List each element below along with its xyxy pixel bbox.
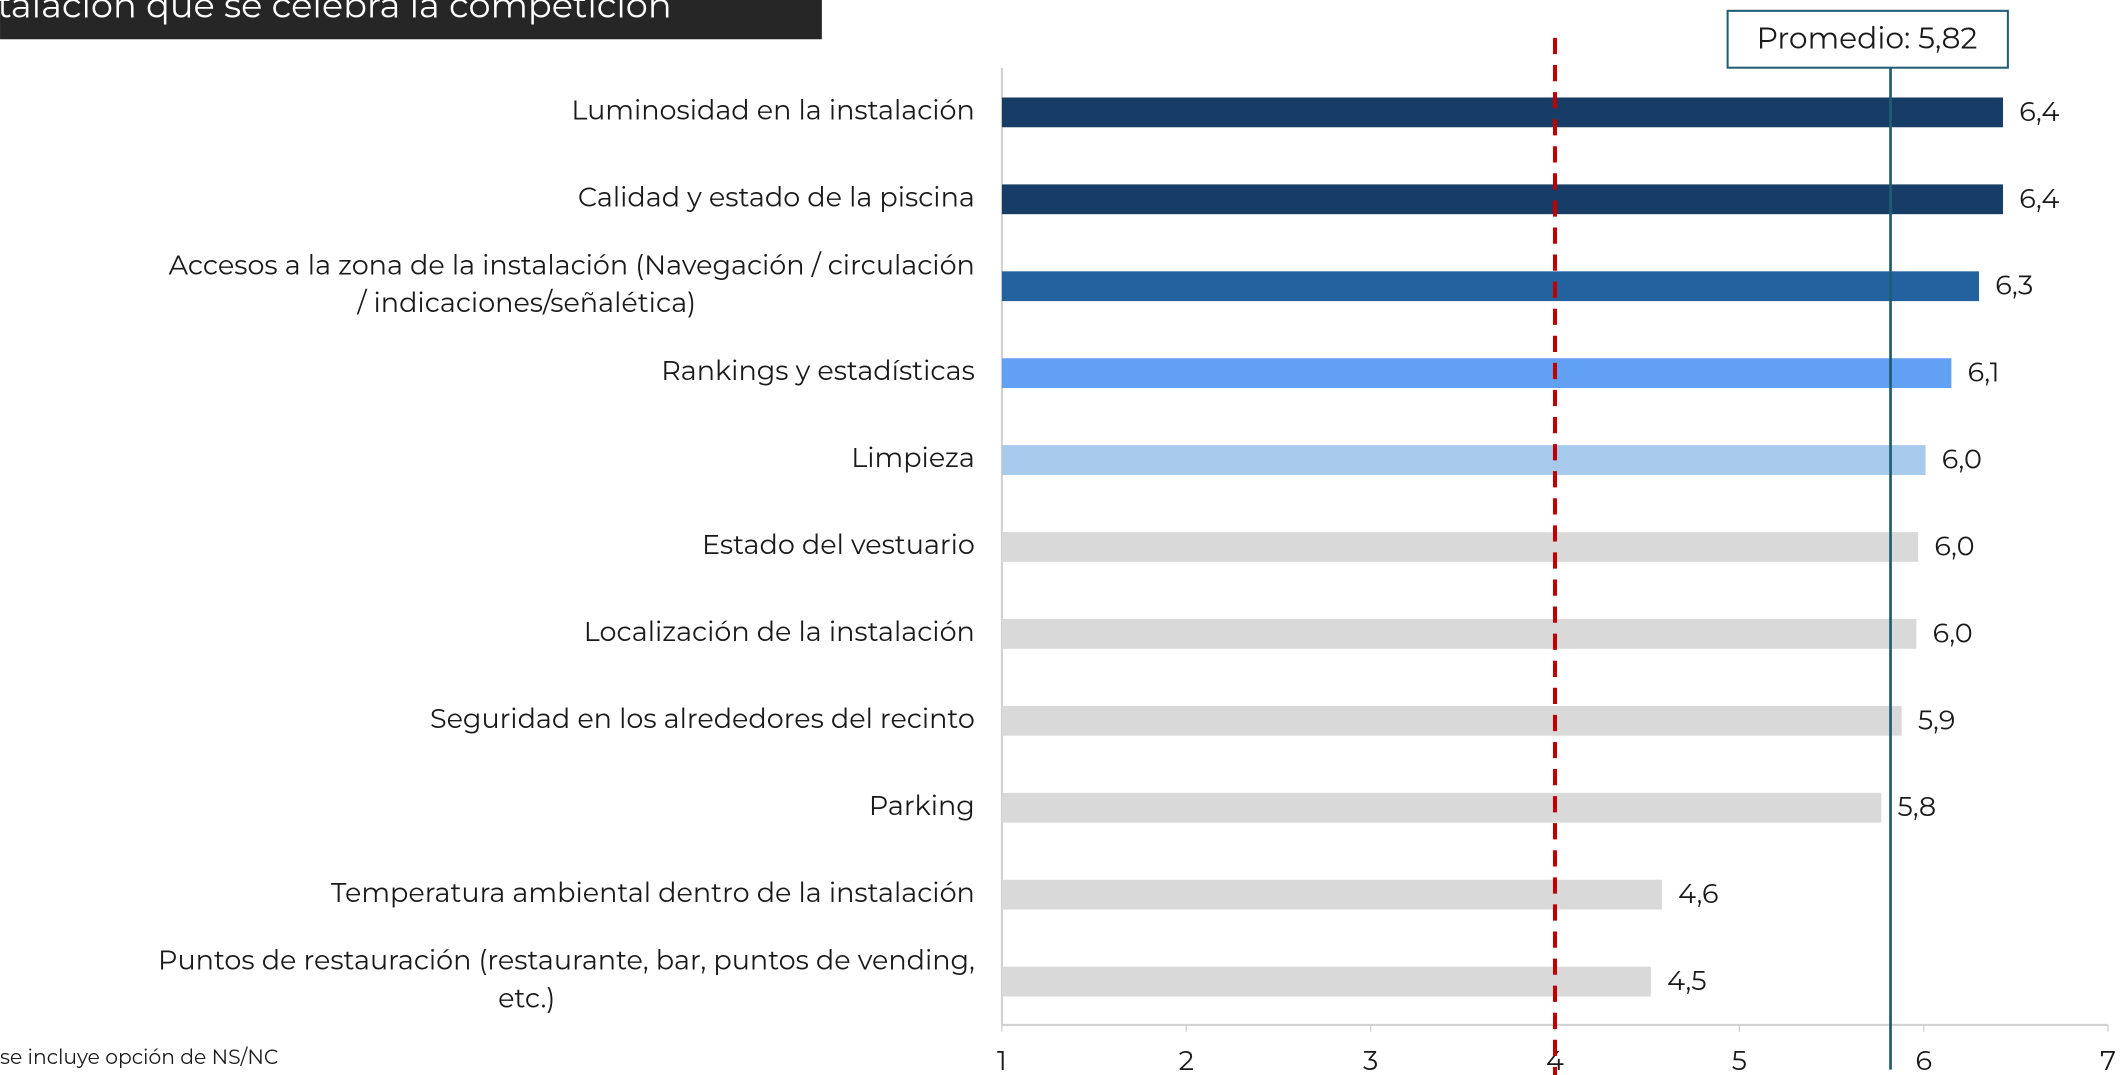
value-label: 6,3 [1995, 269, 2033, 302]
bar [1001, 184, 2003, 215]
x-tick-label: 2 [1179, 1044, 1194, 1075]
value-label: 6,0 [1933, 616, 1973, 649]
x-tick-label: 1 [997, 1044, 1007, 1075]
bar [1001, 705, 1902, 736]
bar [1001, 792, 1882, 823]
value-label: 5,8 [1898, 790, 1937, 823]
average-box [1726, 9, 2009, 69]
chart-title: talación que se celebra la competición [0, 0, 672, 26]
x-tick-label: 7 [2100, 1044, 2116, 1075]
category-label: Accesos a la zona de la instalación (Nav… [169, 248, 975, 319]
category-label: Temperatura ambiental dentro de la insta… [331, 876, 975, 909]
bar [1001, 445, 1926, 475]
value-label: 4,5 [1667, 964, 1706, 997]
value-label: 6,4 [2019, 95, 2059, 128]
category-label: Parking [869, 789, 975, 822]
category-label: Localización de la instalación [584, 615, 975, 648]
category-label: Limpieza [851, 441, 975, 474]
category-label: Luminosidad en la instalación [571, 93, 975, 126]
x-tick-label: 5 [1732, 1044, 1747, 1075]
value-label: 6,0 [1934, 529, 1974, 562]
value-label: 6,1 [1968, 356, 2000, 389]
category-label: Rankings y estadísticas [661, 354, 975, 387]
value-label: 5,9 [1918, 703, 1956, 736]
category-label: Puntos de restauración (restaurante, bar… [158, 944, 975, 1015]
bar [1001, 97, 2003, 128]
category-label: Calidad y estado de la piscina [578, 180, 975, 213]
bar [1001, 532, 1919, 562]
x-tick-label: 4 [1546, 1044, 1564, 1075]
value-label: 4,6 [1678, 877, 1718, 910]
value-label: 6,0 [1942, 443, 1982, 476]
average-label: Promedio: 5,82 [1757, 20, 1978, 56]
footnote: se incluye opción de NS/NC [0, 1045, 278, 1070]
bar [1001, 619, 1917, 649]
value-label: 6,4 [2019, 182, 2059, 215]
category-label: Estado del vestuario [702, 528, 975, 561]
x-tick-label: 3 [1363, 1044, 1378, 1075]
title-box [0, 0, 822, 40]
category-label: Seguridad en los alrededores del recinto [430, 702, 975, 735]
bar [1001, 271, 1980, 302]
bar [1001, 358, 1952, 389]
x-tick-label: 6 [1915, 1044, 1931, 1075]
bar [1001, 966, 1651, 997]
bar [1001, 879, 1662, 910]
